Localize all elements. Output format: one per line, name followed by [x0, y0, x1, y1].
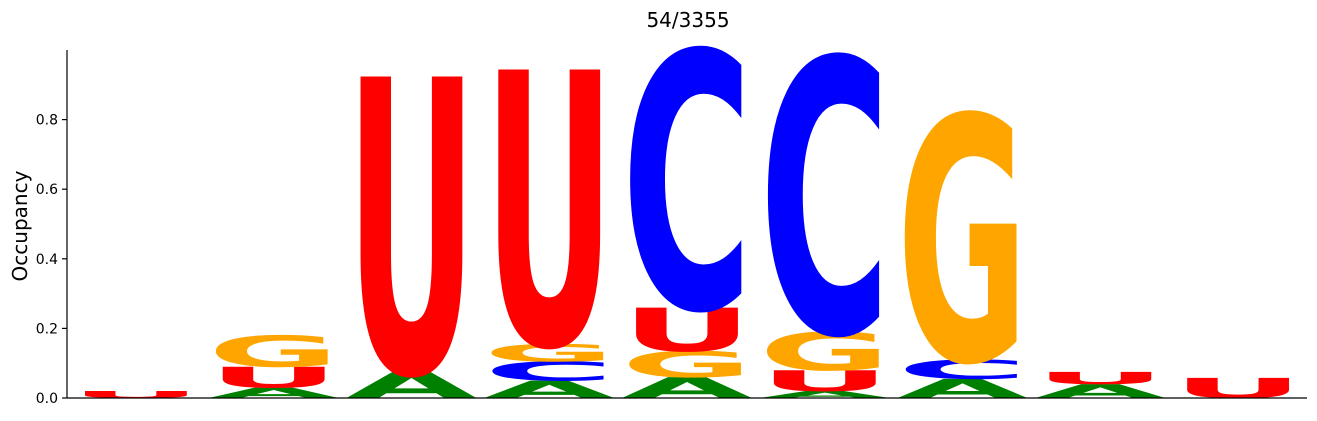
logo-letter-pos6-U: U	[759, 365, 891, 398]
logo-letter-pos7-G: G	[897, 50, 1029, 416]
logo-letter-pos7-A: A	[897, 374, 1029, 405]
logo-letter-pos5-U: U	[621, 296, 753, 365]
logo-letter-pos2-U: U	[208, 361, 340, 394]
logo-letter-pos5-A: A	[621, 371, 753, 404]
logo-letter-pos4-G: G	[483, 340, 615, 368]
y-tick-label: 0.6	[36, 182, 58, 198]
logo-letter-pos2-A: A	[208, 385, 340, 402]
y-axis: 0.0 0.2 0.4 0.6 0.8	[36, 50, 68, 407]
logo-letter-pos8-U: U	[1035, 369, 1167, 388]
chart-title: 54/3355	[646, 8, 729, 32]
logo-letter-pos8-A: A	[1035, 380, 1167, 402]
logo-letter-pos3-A: A	[346, 365, 478, 407]
logo-letter-pos6-A: A	[759, 389, 891, 400]
logo-letter-pos4-U: U	[483, 0, 615, 416]
logo-letter-pos5-G: G	[621, 344, 753, 386]
logo-letter-pos4-A: A	[483, 376, 615, 404]
y-tick-label: 0.0	[36, 391, 58, 407]
logo-letter-pos6-C: C	[759, 0, 891, 416]
logo-letter-pos1-U: U	[70, 389, 202, 400]
logo-letter-pos2-G: G	[208, 327, 340, 377]
logo-letter-pos4-C: C	[483, 356, 615, 386]
logo-letter-pos6-G: G	[759, 322, 891, 383]
y-axis-label: Occupancy	[8, 170, 32, 281]
logo-letter-pos3-U: U	[346, 0, 478, 416]
y-tick-label: 0.4	[36, 252, 58, 268]
logo-letter-pos9-U: U	[1172, 373, 1304, 405]
y-tick-label: 0.8	[36, 113, 58, 129]
logo-letter-pos5-C: C	[621, 0, 753, 391]
y-tick-label: 0.2	[36, 321, 58, 337]
logo-letter-pos7-C: C	[897, 355, 1029, 385]
